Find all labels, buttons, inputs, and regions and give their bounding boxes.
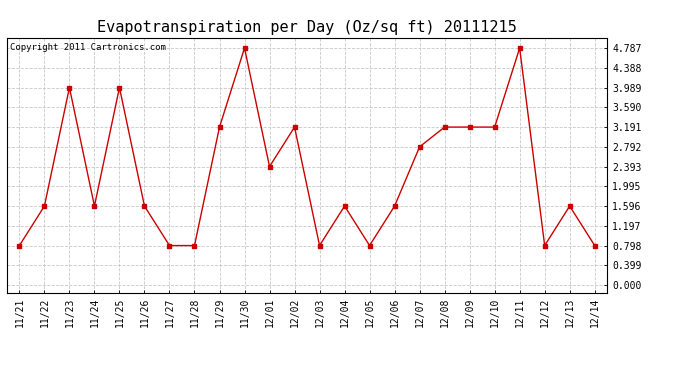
Text: Copyright 2011 Cartronics.com: Copyright 2011 Cartronics.com (10, 43, 166, 52)
Title: Evapotranspiration per Day (Oz/sq ft) 20111215: Evapotranspiration per Day (Oz/sq ft) 20… (97, 20, 517, 35)
